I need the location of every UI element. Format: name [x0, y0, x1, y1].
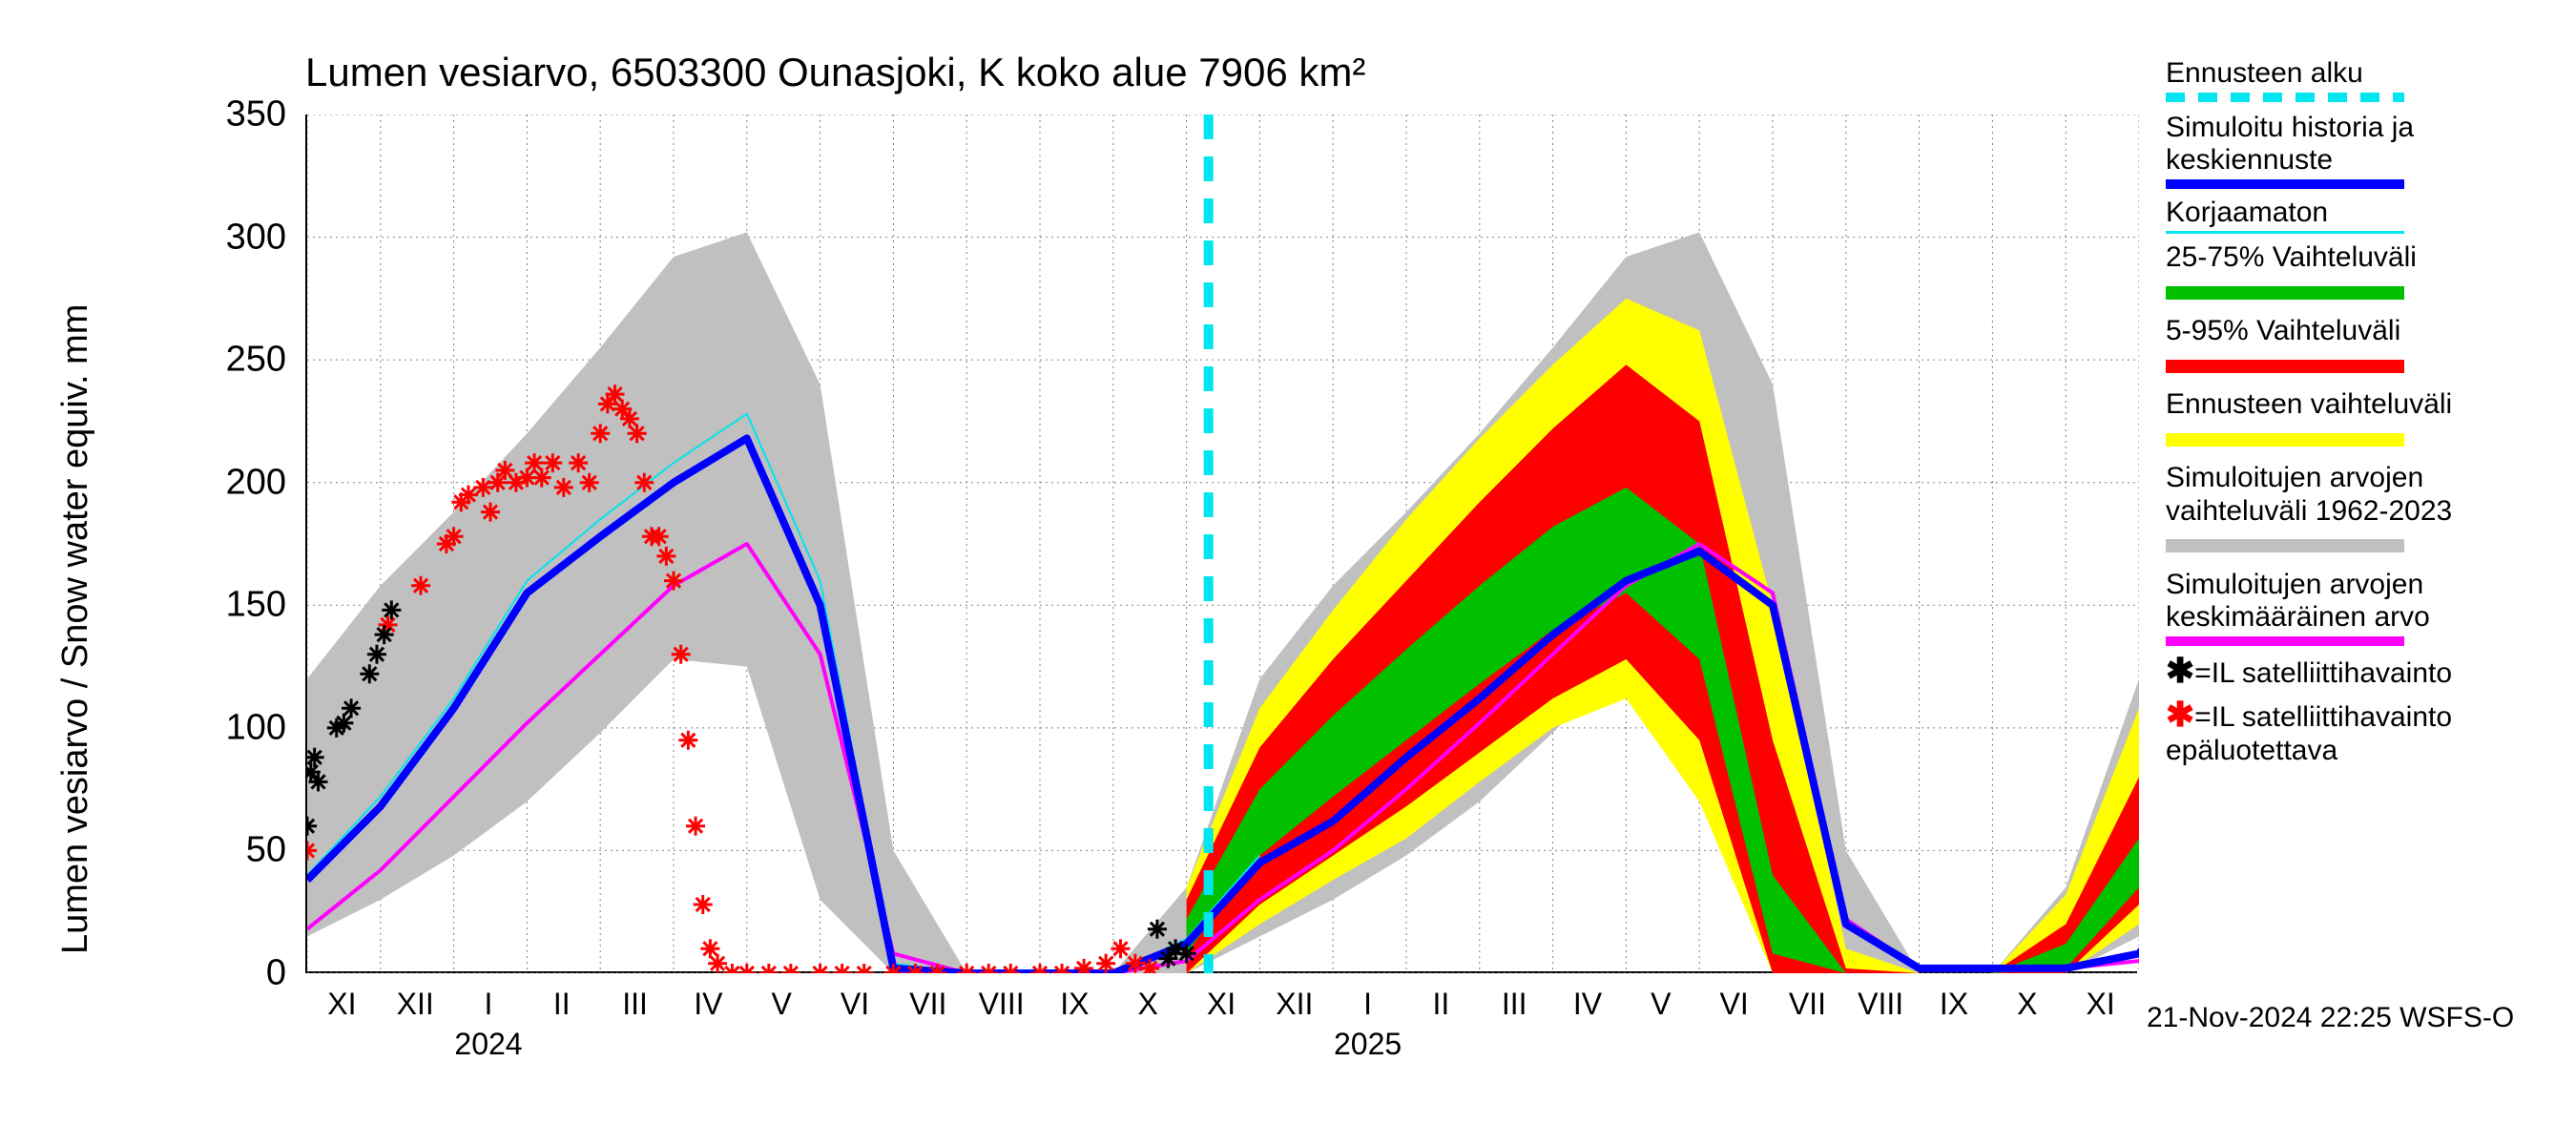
- x-tick: XII: [397, 987, 434, 1022]
- legend-label: =IL satelliittihavainto: [2194, 657, 2452, 689]
- legend-entry: 25-75% Vaihteluväli: [2166, 241, 2452, 307]
- legend-entry: 5-95% Vaihteluväli: [2166, 315, 2452, 381]
- legend-line: [2166, 93, 2404, 104]
- legend-entry: Korjaamaton: [2166, 197, 2452, 235]
- legend-line: [2166, 636, 2404, 646]
- x-tick: VII: [909, 987, 946, 1022]
- x-tick: XII: [1276, 987, 1313, 1022]
- x-tick: III: [622, 987, 648, 1022]
- legend-label: Simuloitujen arvojen keskimääräinen arvo: [2166, 569, 2452, 635]
- legend-line: [2166, 231, 2404, 234]
- legend-entry: ✱=IL satelliittihavainto: [2166, 654, 2452, 691]
- x-tick: IX: [1940, 987, 1968, 1022]
- x-tick: VI: [1719, 987, 1748, 1022]
- x-tick: VIII: [1858, 987, 1903, 1022]
- legend-label: Simuloitujen arvojen vaihteluväli 1962-2…: [2166, 462, 2452, 528]
- y-tick: 50: [200, 830, 286, 871]
- legend-label: =IL satelliittihavainto epäluotettava: [2166, 701, 2452, 766]
- x-tick: XI: [1207, 987, 1236, 1022]
- x-tick: III: [1502, 987, 1527, 1022]
- legend-entry: ✱=IL satelliittihavainto epäluotettava: [2166, 697, 2452, 767]
- legend-marker-icon: ✱: [2166, 651, 2194, 690]
- figure: Lumen vesiarvo, 6503300 Ounasjoki, K kok…: [0, 0, 2576, 1145]
- legend-entry: Simuloitujen arvojen keskimääräinen arvo: [2166, 569, 2452, 646]
- x-tick: VIII: [979, 987, 1025, 1022]
- chart-svg: [307, 114, 2139, 973]
- y-tick: 0: [200, 953, 286, 994]
- y-tick: 250: [200, 340, 286, 381]
- x-tick: X: [1138, 987, 1158, 1022]
- year-label: 2025: [1334, 1027, 1402, 1062]
- x-tick: V: [772, 987, 792, 1022]
- legend-line: [2166, 179, 2404, 189]
- y-tick: 200: [200, 462, 286, 503]
- legend-entry: Simuloitujen arvojen vaihteluväli 1962-2…: [2166, 462, 2452, 561]
- legend-label: Ennusteen vaihteluväli: [2166, 388, 2452, 422]
- legend-marker-icon: ✱: [2166, 695, 2194, 734]
- y-axis-label: Lumen vesiarvo / Snow water equiv. mm: [55, 304, 96, 954]
- x-tick: I: [1363, 987, 1372, 1022]
- x-tick: IV: [694, 987, 722, 1022]
- x-tick: X: [2017, 987, 2037, 1022]
- x-tick: VII: [1789, 987, 1826, 1022]
- x-tick: I: [485, 987, 493, 1022]
- legend-entry: Ennusteen alku: [2166, 57, 2452, 104]
- x-tick: II: [553, 987, 571, 1022]
- legend-label: 25-75% Vaihteluväli: [2166, 241, 2452, 275]
- legend-label: 5-95% Vaihteluväli: [2166, 315, 2452, 348]
- x-tick: XI: [327, 987, 356, 1022]
- plot-area: [305, 114, 2137, 973]
- legend-label: Korjaamaton: [2166, 197, 2452, 230]
- x-tick: IV: [1573, 987, 1602, 1022]
- legend-line: [2166, 433, 2404, 447]
- x-tick: VI: [841, 987, 869, 1022]
- legend-line: [2166, 286, 2404, 300]
- legend-line: [2166, 360, 2404, 373]
- legend-entry: Simuloitu historia ja keskiennuste: [2166, 112, 2452, 189]
- legend-entry: Ennusteen vaihteluväli: [2166, 388, 2452, 454]
- legend-label: Ennusteen alku: [2166, 57, 2452, 91]
- legend-line: [2166, 539, 2404, 552]
- year-label: 2024: [454, 1027, 522, 1062]
- x-tick: XI: [2086, 987, 2114, 1022]
- x-tick: II: [1433, 987, 1450, 1022]
- y-tick: 350: [200, 94, 286, 135]
- y-tick: 300: [200, 217, 286, 258]
- y-tick: 100: [200, 707, 286, 748]
- chart-title: Lumen vesiarvo, 6503300 Ounasjoki, K kok…: [305, 50, 1365, 95]
- y-tick: 150: [200, 585, 286, 626]
- legend-label: Simuloitu historia ja keskiennuste: [2166, 112, 2452, 177]
- x-tick: IX: [1060, 987, 1089, 1022]
- legend: Ennusteen alku Simuloitu historia ja kesk…: [2166, 57, 2452, 775]
- x-tick: V: [1651, 987, 1671, 1022]
- timestamp: 21-Nov-2024 22:25 WSFS-O: [2147, 1002, 2514, 1034]
